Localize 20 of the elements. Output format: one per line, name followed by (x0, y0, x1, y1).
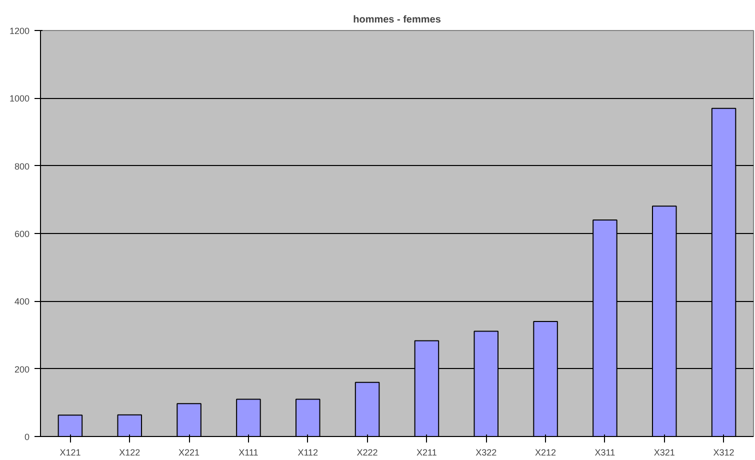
y-tick-label: 1200 (9, 26, 30, 36)
x-tick-label: X111 (238, 448, 258, 458)
x-tick-label: X321 (654, 448, 675, 458)
chart-title: hommes - femmes (353, 14, 442, 26)
x-tick-label: X122 (119, 448, 140, 458)
y-tick-label: 800 (14, 161, 30, 172)
x-tick-label: X121 (60, 448, 81, 458)
x-tick-label: X322 (476, 448, 497, 458)
x-tick-label: X112 (298, 448, 318, 458)
x-tick-label: X212 (535, 448, 556, 458)
y-tick-label: 1000 (9, 94, 30, 104)
y-tick-label: 400 (14, 296, 30, 307)
x-tick-label: X211 (416, 448, 437, 458)
y-tick-label: 600 (14, 229, 30, 239)
x-tick-label: X312 (713, 448, 734, 458)
x-tick-label: X221 (178, 448, 200, 458)
x-tick-label: X311 (594, 448, 616, 458)
x-tick-label: X222 (356, 448, 378, 458)
y-tick-label: 0 (24, 432, 30, 442)
y-tick-label: 200 (14, 364, 30, 374)
